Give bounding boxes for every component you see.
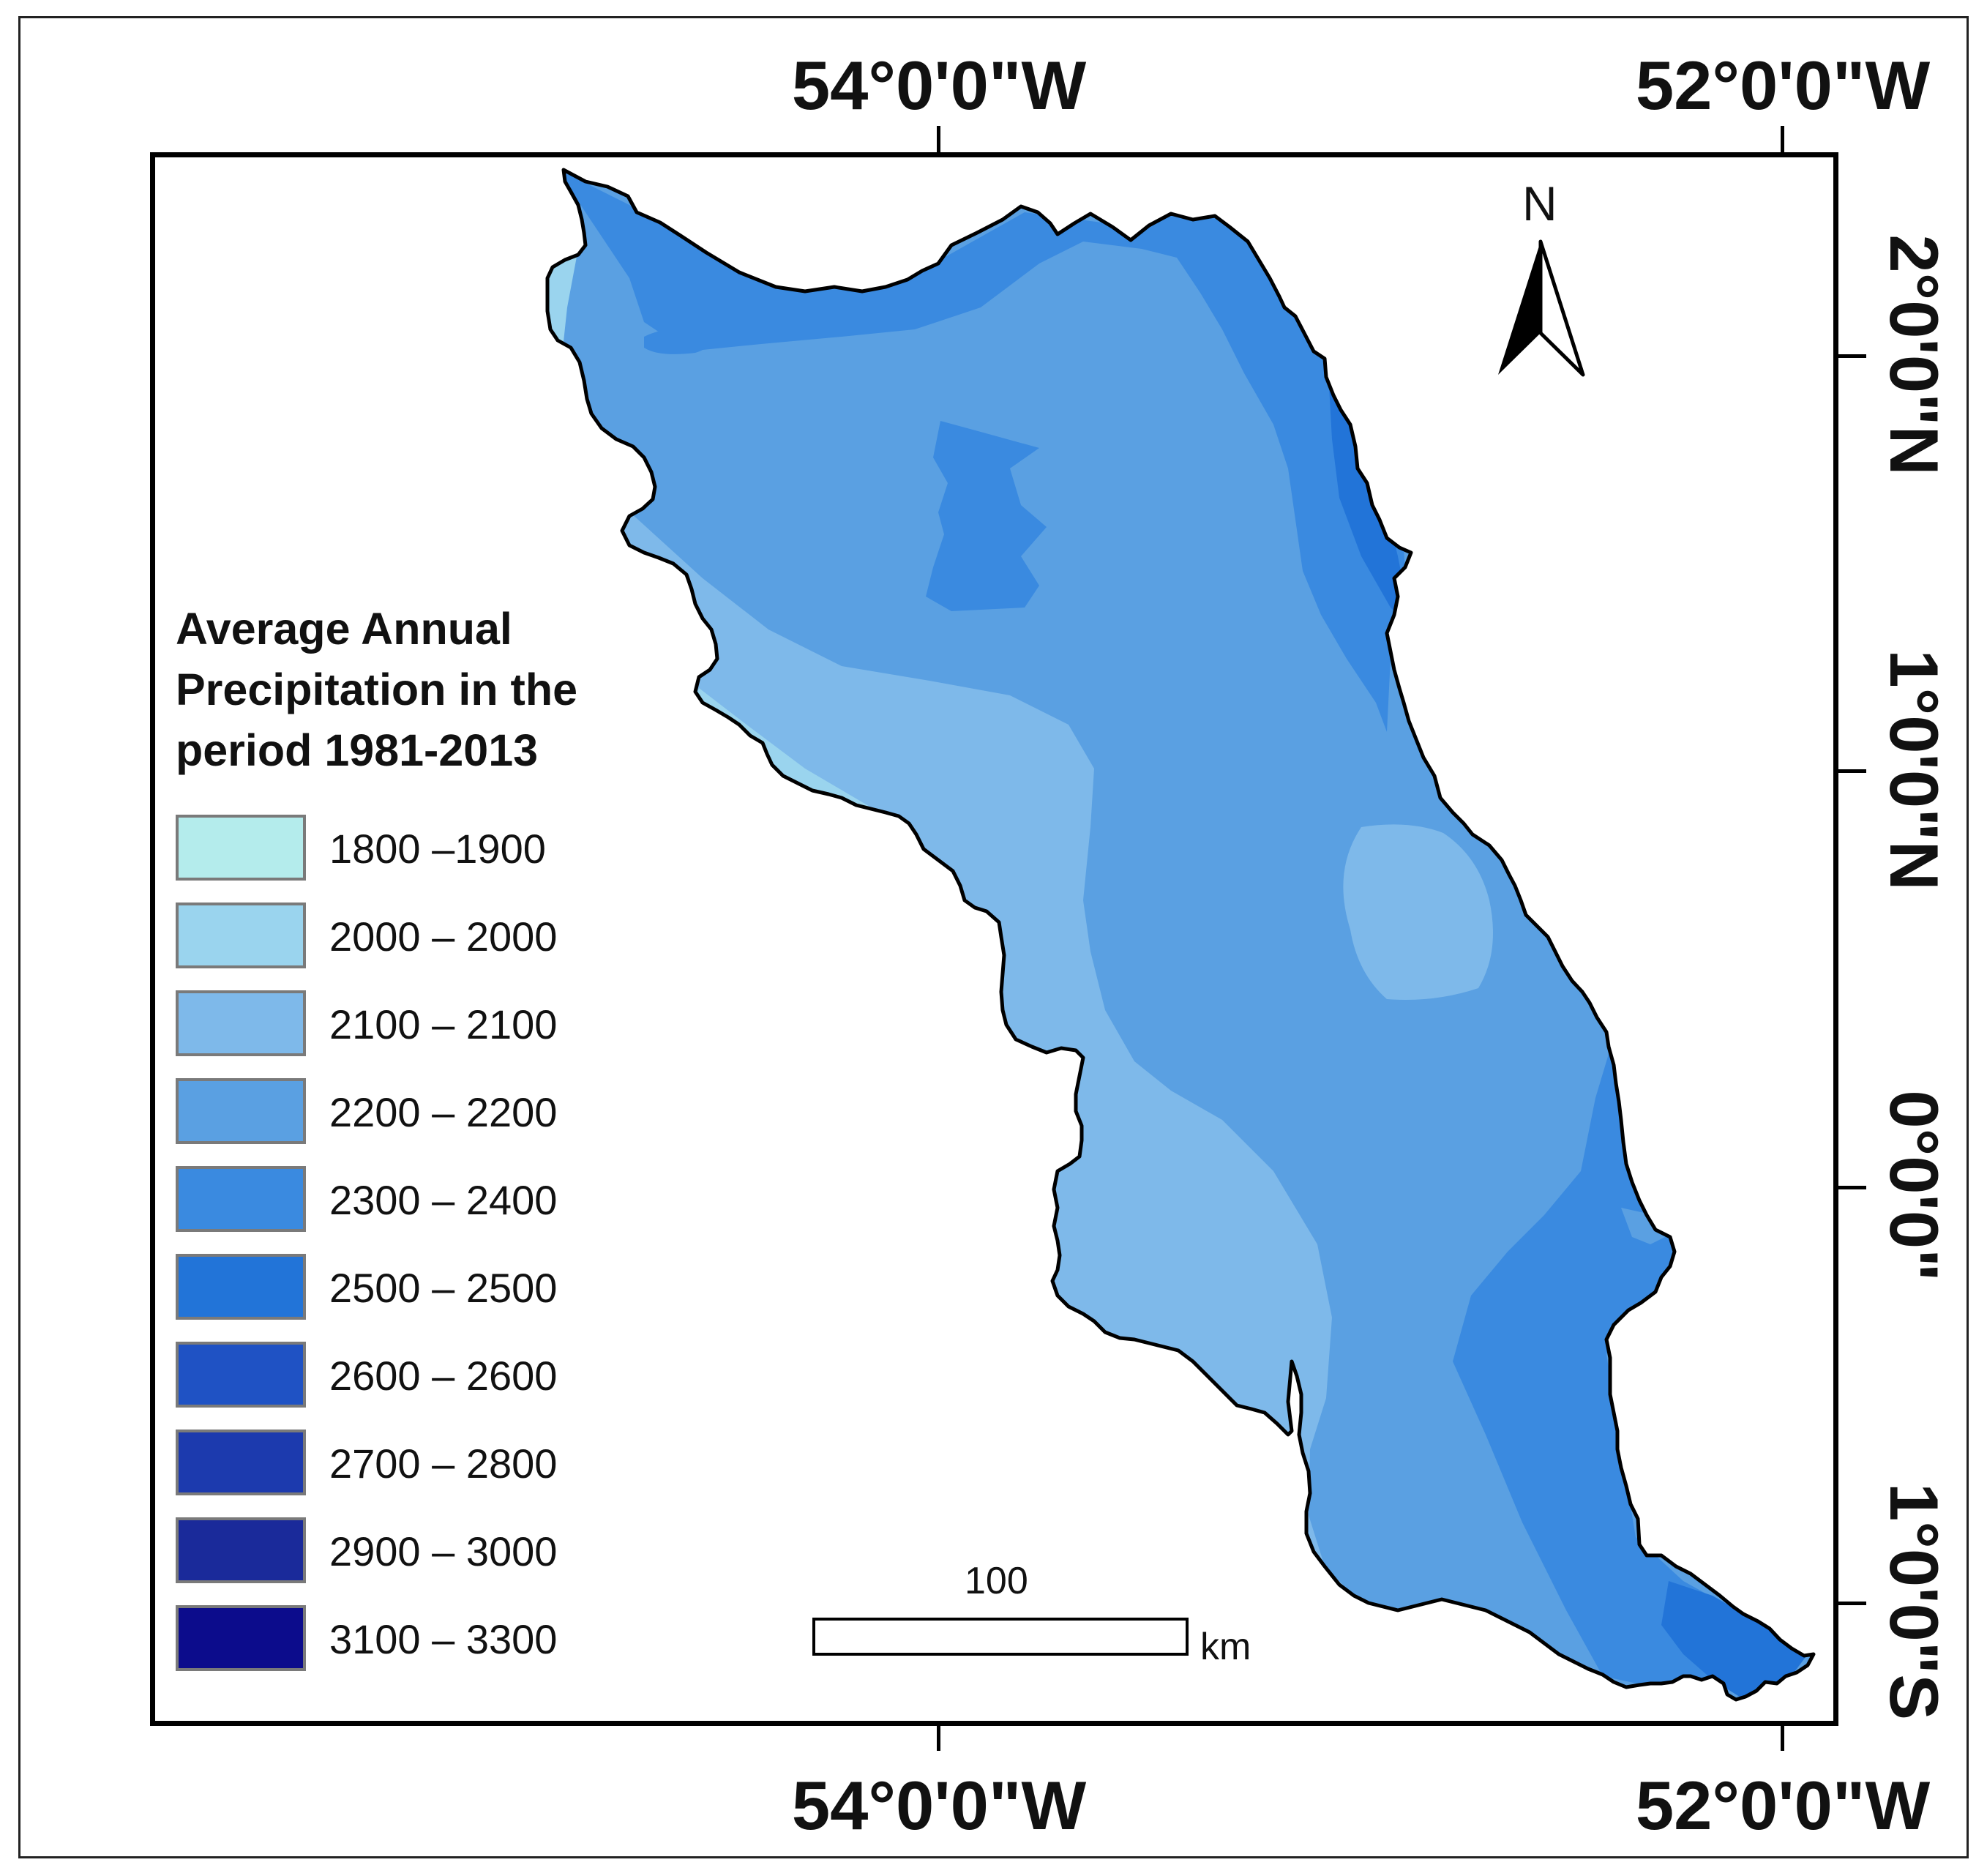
- zone-2100-e: [1343, 824, 1493, 1000]
- coord-bottom-right: 52°0'0"W: [1635, 1767, 1931, 1844]
- legend-swatch: [176, 1166, 306, 1232]
- legend-label: 2100 – 2100: [329, 1001, 558, 1047]
- coord-lat-0: 0°0'0": [1876, 1090, 1953, 1282]
- coord-top-left: 54°0'0"W: [791, 47, 1087, 124]
- legend-swatch: [176, 1605, 306, 1671]
- tick-right-1s: [1837, 1602, 1866, 1605]
- coord-lat-1n: 1°0'0"N: [1876, 649, 1953, 891]
- legend-swatch: [176, 1342, 306, 1408]
- legend-label: 2600 – 2600: [329, 1353, 558, 1399]
- legend-item: 2000 – 2000: [176, 903, 615, 968]
- legend-title-line: Average Annual: [176, 604, 512, 654]
- legend-swatch: [176, 990, 306, 1056]
- legend-swatch: [176, 815, 306, 881]
- zone-2300-ne: [1171, 183, 1405, 732]
- zone-2300-center: [926, 421, 1047, 611]
- coord-top-right: 52°0'0"W: [1635, 47, 1931, 124]
- legend-title: Average Annual Precipitation in the peri…: [176, 599, 688, 781]
- tick-right-0: [1837, 1186, 1866, 1189]
- tick-right-2n: [1837, 354, 1866, 358]
- legend-item: 2700 – 2800: [176, 1430, 615, 1495]
- legend-swatch: [176, 1078, 306, 1144]
- legend-item: 2900 – 3000: [176, 1517, 615, 1583]
- legend-swatch: [176, 903, 306, 968]
- tick-top-52w: [1781, 126, 1784, 155]
- scale-bar: [812, 1618, 1189, 1656]
- map-frame: [150, 152, 1838, 1726]
- legend-label: 1800 –1900: [329, 826, 546, 872]
- north-arrow-icon: [1498, 239, 1585, 377]
- coord-bottom-left: 54°0'0"W: [791, 1767, 1087, 1844]
- legend-title-line: period 1981-2013: [176, 725, 539, 775]
- scale-bar-value: 100: [965, 1560, 1028, 1602]
- legend-item: 3100 – 3300: [176, 1605, 615, 1671]
- legend-item: 2200 – 2200: [176, 1078, 615, 1144]
- north-label: N: [1522, 176, 1557, 231]
- legend-label: 2500 – 2500: [329, 1265, 558, 1311]
- zone-2300-spot: [644, 329, 708, 354]
- zone-2300-n: [556, 170, 1208, 351]
- coord-lat-1s: 1°0'0"S: [1876, 1482, 1953, 1721]
- legend-label: 2900 – 3000: [329, 1528, 558, 1574]
- tick-top-54w: [937, 126, 940, 155]
- tick-bottom-52w: [1781, 1722, 1784, 1751]
- zone-2300-se: [1453, 1025, 1800, 1691]
- legend-swatch: [176, 1254, 306, 1320]
- legend-item: 2100 – 2100: [176, 990, 615, 1056]
- legend-label: 2700 – 2800: [329, 1440, 558, 1487]
- tick-right-1n: [1837, 769, 1866, 773]
- legend-item: 2500 – 2500: [176, 1254, 615, 1320]
- zone-2500-se: [1661, 1581, 1808, 1698]
- legend-item: 2300 – 2400: [176, 1166, 615, 1232]
- legend-item: 1800 –1900: [176, 815, 615, 881]
- legend-label: 2200 – 2200: [329, 1089, 558, 1135]
- legend-title-line: Precipitation in the: [176, 665, 578, 714]
- legend-label: 2300 – 2400: [329, 1177, 558, 1223]
- outer-border: [18, 16, 1969, 1858]
- legend-swatch: [176, 1430, 306, 1495]
- scale-bar-unit: km: [1200, 1626, 1251, 1668]
- coord-lat-2n: 2°0'0"N: [1876, 234, 1953, 476]
- legend-label: 2000 – 2000: [329, 913, 558, 960]
- legend-label: 3100 – 3300: [329, 1616, 558, 1662]
- legend-swatch: [176, 1517, 306, 1583]
- tick-bottom-54w: [937, 1722, 940, 1751]
- legend-item: 2600 – 2600: [176, 1342, 615, 1408]
